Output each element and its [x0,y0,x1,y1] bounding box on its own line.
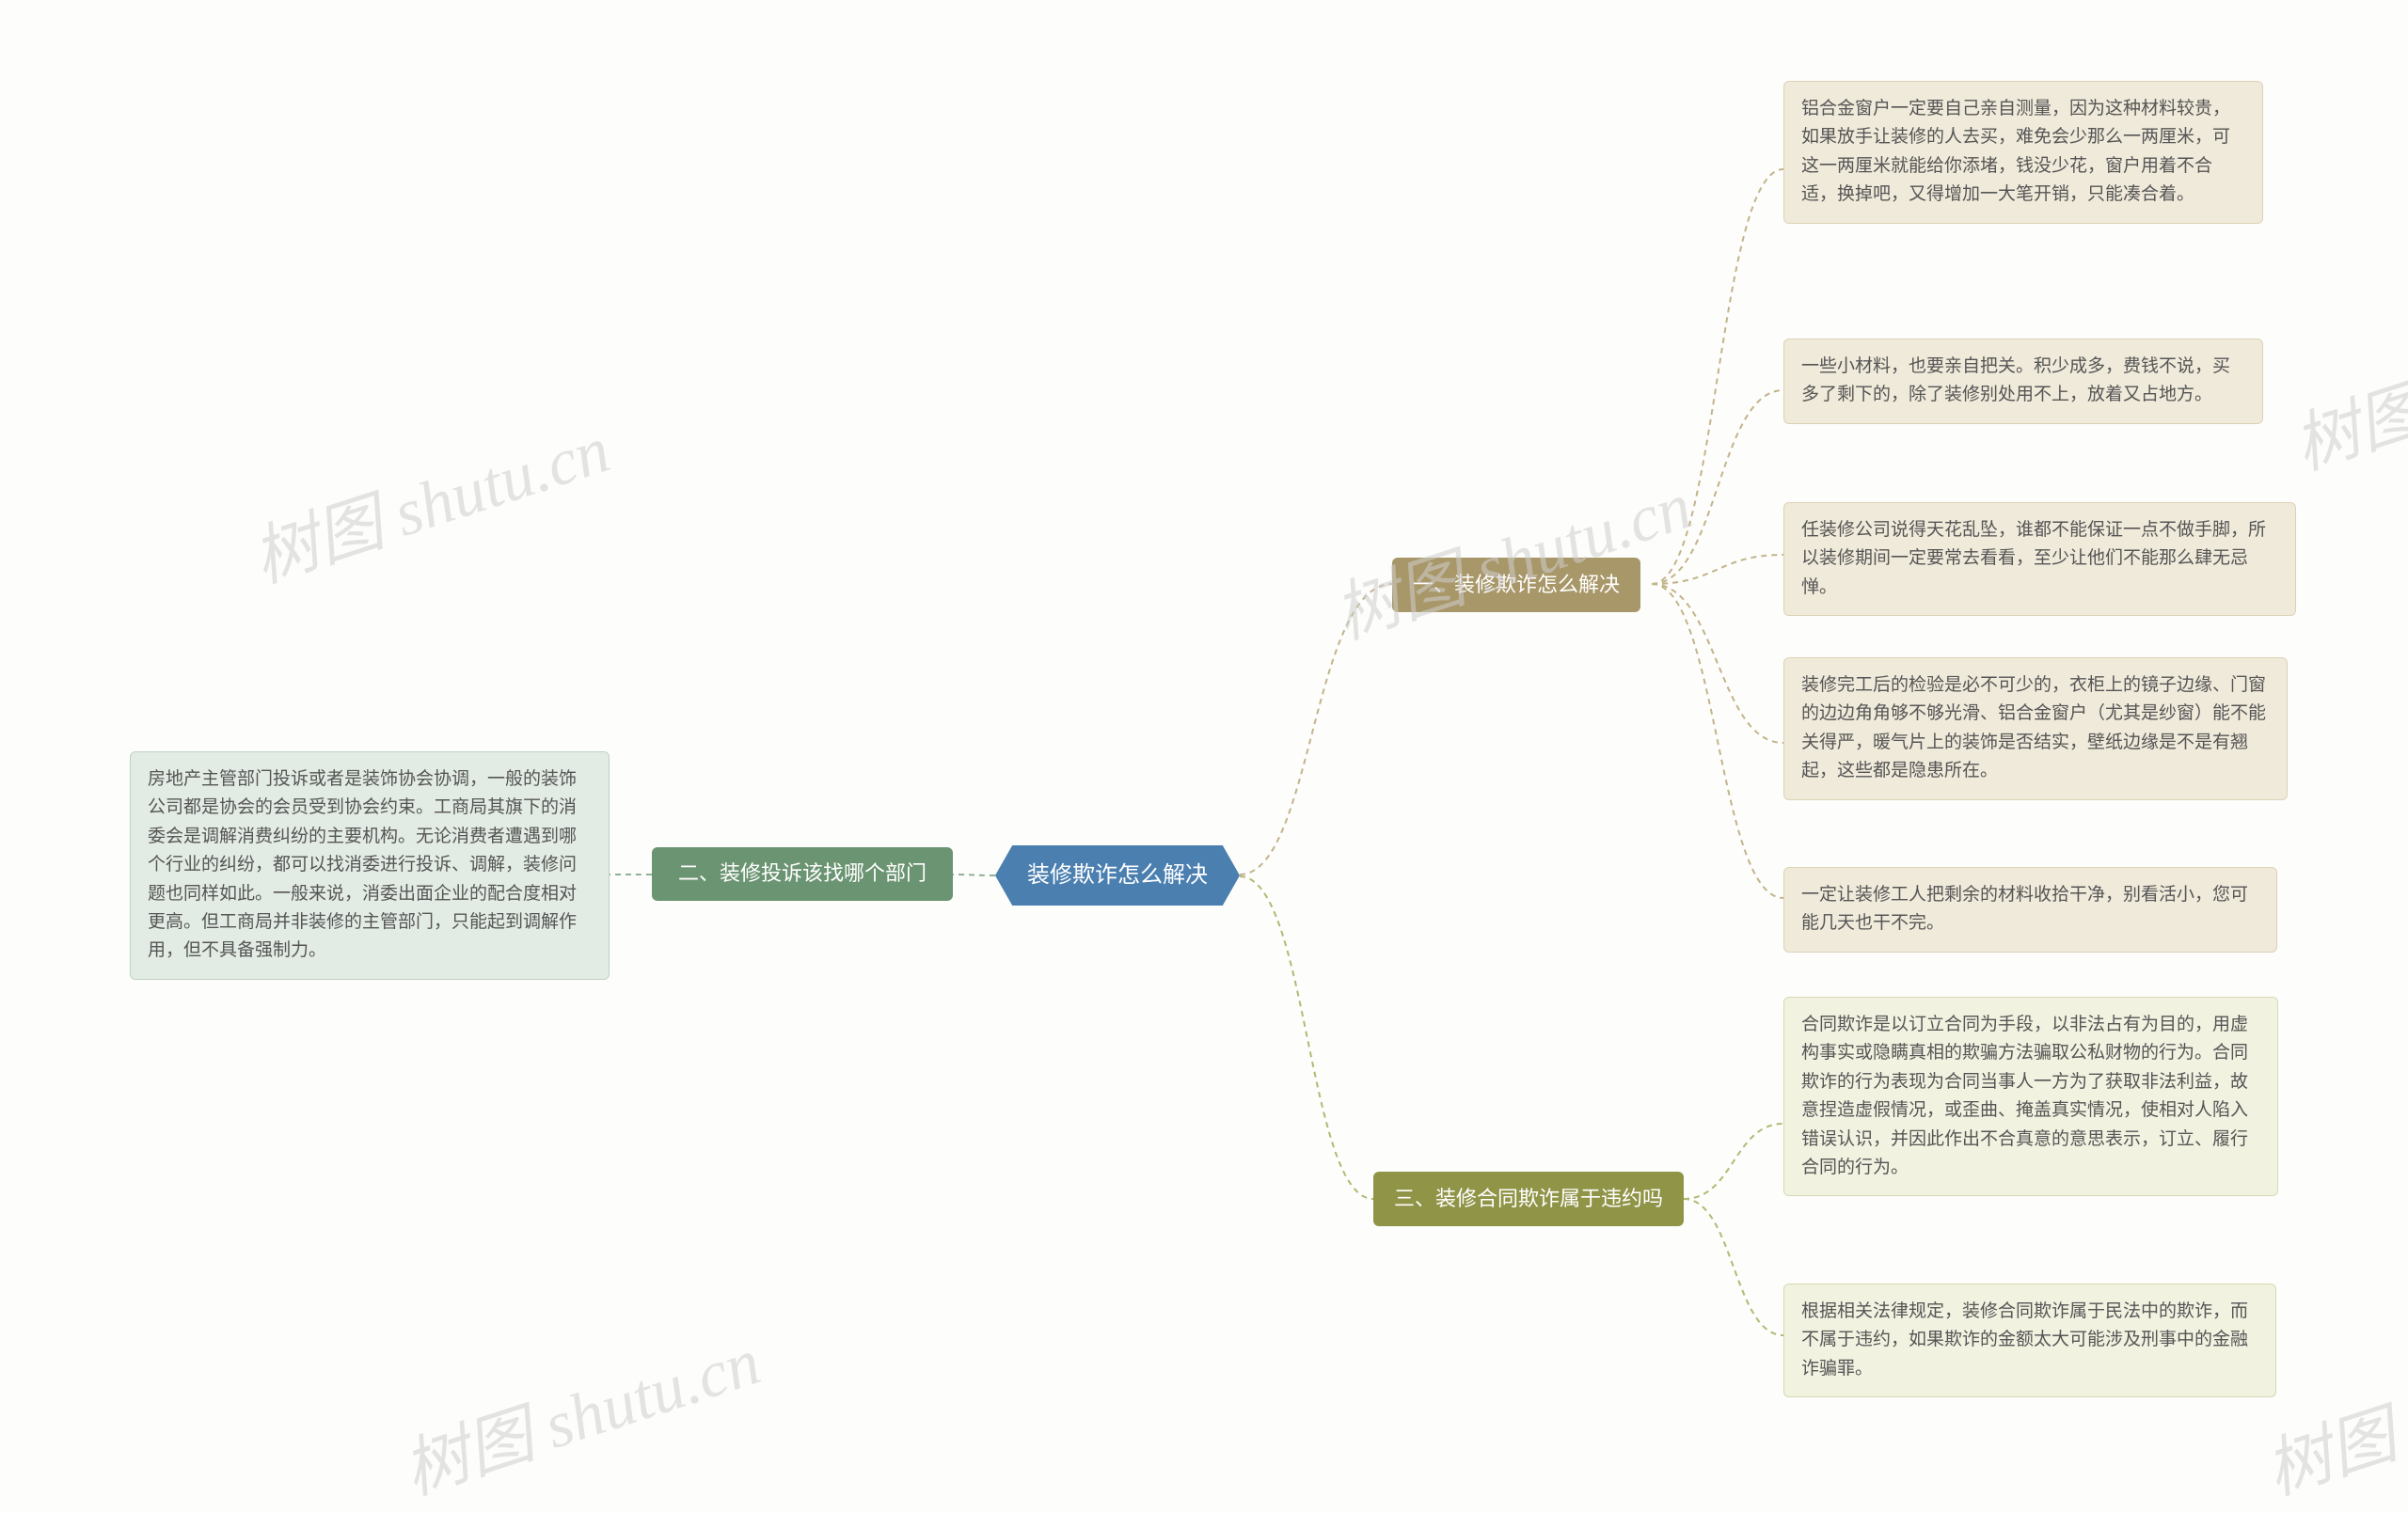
leaf-text: 任装修公司说得天花乱坠，谁都不能保证一点不做手脚，所以装修期间一定要常去看看，至… [1801,516,2278,602]
watermark: 树图 shutu.cn [389,1309,770,1513]
root-node[interactable]: 装修欺诈怎么解决 [995,845,1240,906]
branch-contract-fraud[interactable]: 三、装修合同欺诈属于违约吗 [1373,1172,1684,1226]
branch-label: 二、装修投诉该找哪个部门 [678,858,927,890]
leaf-1c[interactable]: 任装修公司说得天花乱坠，谁都不能保证一点不做手脚，所以装修期间一定要常去看看，至… [1783,502,2296,616]
branch-label: 一、装修欺诈怎么解决 [1413,569,1620,601]
leaf-1a[interactable]: 铝合金窗户一定要自己亲自测量，因为这种材料较贵，如果放手让装修的人去买，难免会少… [1783,81,2263,224]
leaf-1b[interactable]: 一些小材料，也要亲自把关。积少成多，费钱不说，买多了剩下的，除了装修别处用不上，… [1783,339,2263,424]
watermark: 树图 shutu.cn [239,397,620,601]
leaf-2[interactable]: 房地产主管部门投诉或者是装饰协会协调，一般的装饰公司都是协会的会员受到协会约束。… [130,751,610,980]
leaf-text: 装修完工后的检验是必不可少的，衣柜上的镜子边缘、门窗的边边角角够不够光滑、铝合金… [1801,671,2270,786]
leaf-text: 一定让装修工人把剩余的材料收拾干净，别看活小，您可能几天也干不完。 [1801,881,2259,938]
leaf-3b[interactable]: 根据相关法律规定，装修合同欺诈属于民法中的欺诈，而不属于违约，如果欺诈的金额太大… [1783,1284,2276,1397]
leaf-text: 铝合金窗户一定要自己亲自测量，因为这种材料较贵，如果放手让装修的人去买，难免会少… [1801,95,2245,210]
branch-which-department[interactable]: 二、装修投诉该找哪个部门 [652,847,953,901]
leaf-text: 房地产主管部门投诉或者是装饰协会协调，一般的装饰公司都是协会的会员受到协会约束。… [148,765,592,966]
branch-how-to-solve[interactable]: 一、装修欺诈怎么解决 [1392,558,1640,612]
watermark: 树图 shutu.cn [1321,453,1702,657]
watermark: 树图 shutu.cn [2280,284,2408,488]
leaf-text: 一些小材料，也要亲自把关。积少成多，费钱不说，买多了剩下的，除了装修别处用不上，… [1801,353,2245,410]
leaf-1d[interactable]: 装修完工后的检验是必不可少的，衣柜上的镜子边缘、门窗的边边角角够不够光滑、铝合金… [1783,657,2288,800]
branch-label: 三、装修合同欺诈属于违约吗 [1394,1183,1663,1215]
leaf-text: 合同欺诈是以订立合同为手段，以非法占有为目的，用虚构事实或隐瞒真相的欺骗方法骗取… [1801,1011,2260,1182]
root-label: 装修欺诈怎么解决 [1027,858,1208,892]
leaf-text: 根据相关法律规定，装修合同欺诈属于民法中的欺诈，而不属于违约，如果欺诈的金额太大… [1801,1298,2258,1383]
leaf-1e[interactable]: 一定让装修工人把剩余的材料收拾干净，别看活小，您可能几天也干不完。 [1783,867,2277,953]
leaf-3a[interactable]: 合同欺诈是以订立合同为手段，以非法占有为目的，用虚构事实或隐瞒真相的欺骗方法骗取… [1783,997,2278,1196]
